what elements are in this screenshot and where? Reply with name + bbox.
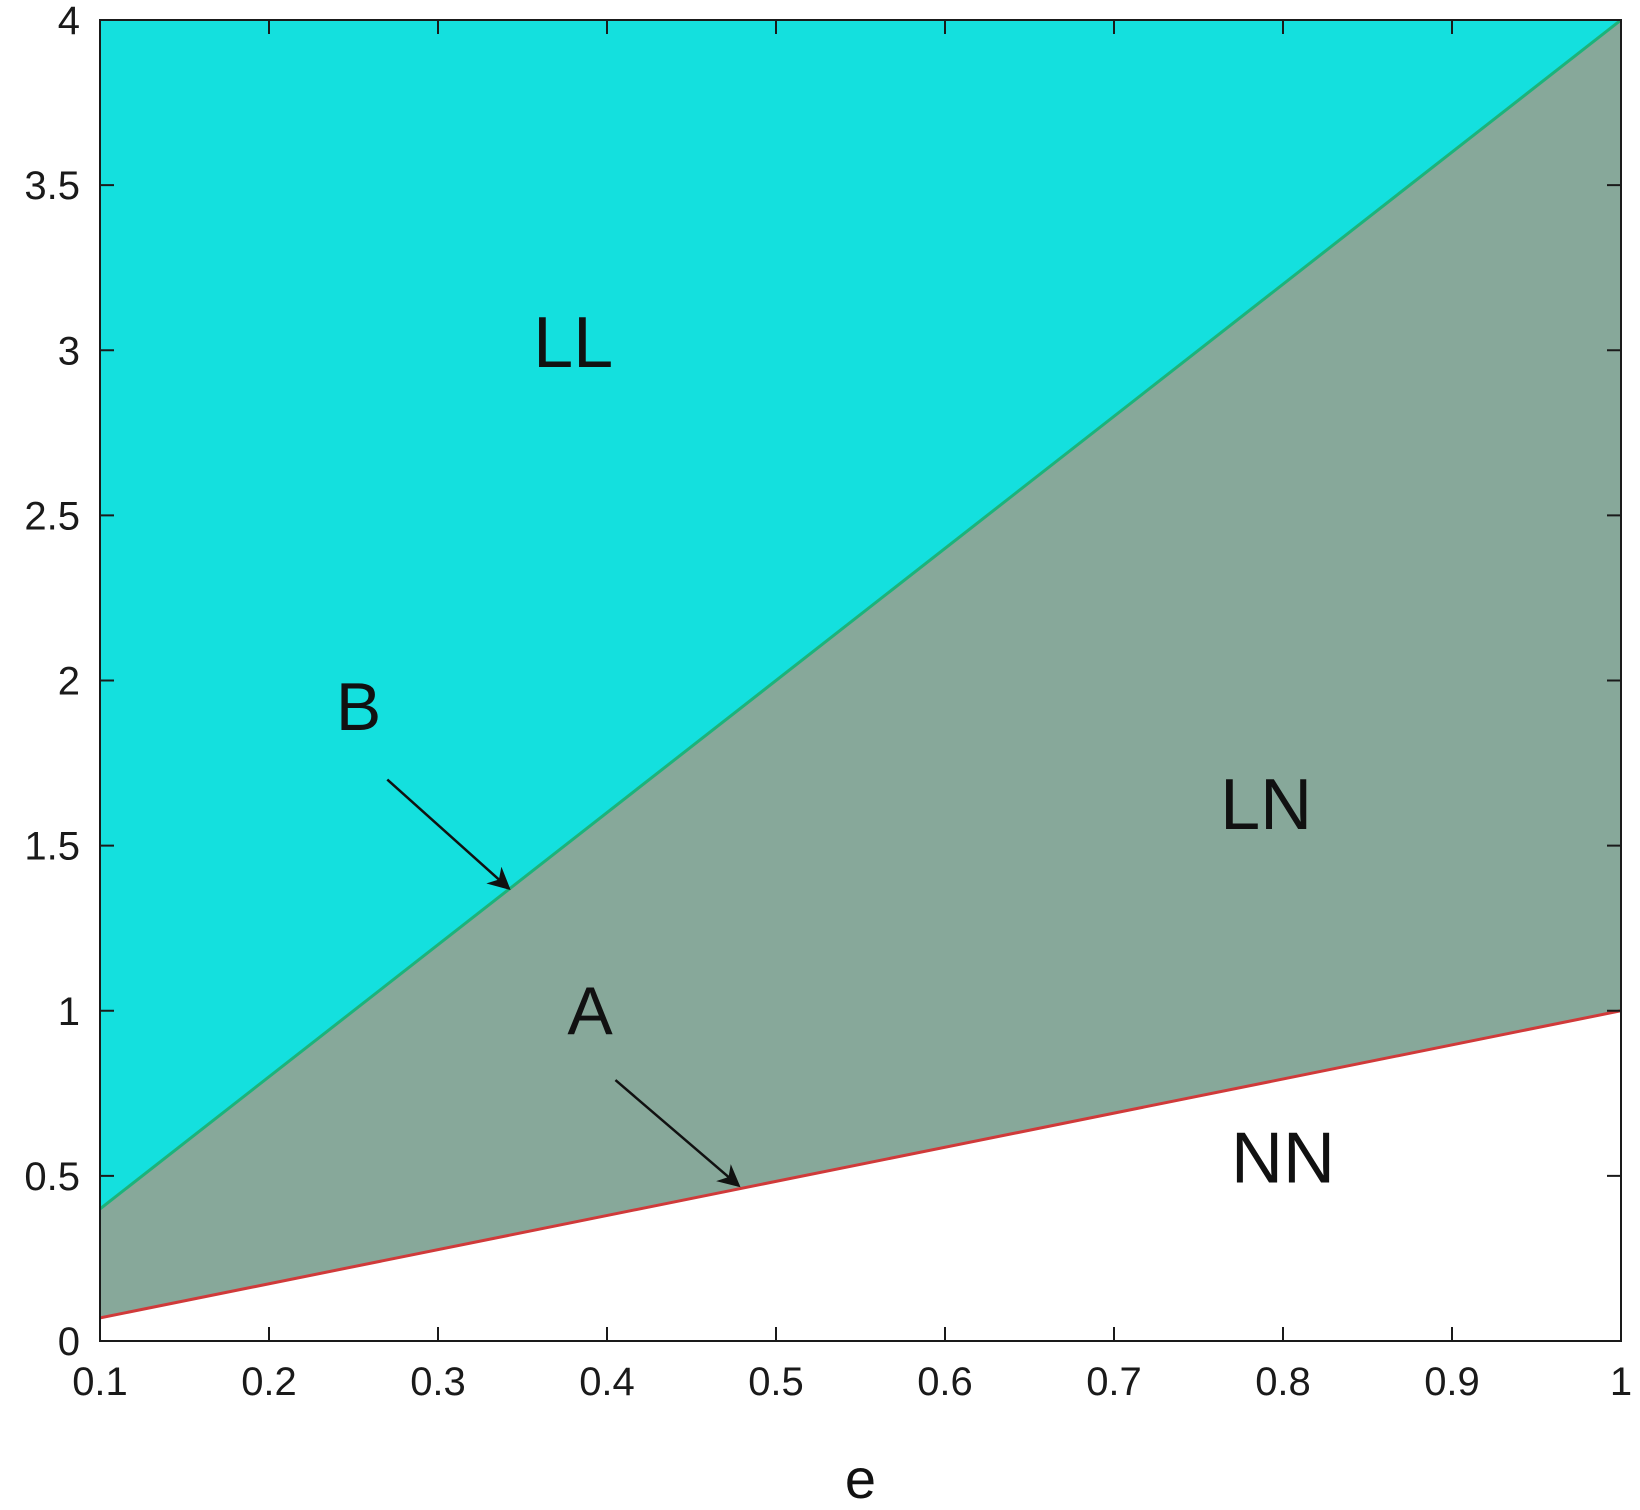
x-tick-label: 0.8: [1255, 1360, 1311, 1404]
x-tick-label: 1: [1610, 1360, 1632, 1404]
y-tick-label: 4: [58, 0, 80, 43]
annotation-arrow-b: [386, 778, 511, 891]
x-tick-label: 0.3: [410, 1360, 466, 1404]
x-axis-title: e: [845, 1447, 876, 1510]
x-tick-label: 0.1: [72, 1360, 128, 1404]
x-tick-label: 0.6: [917, 1360, 973, 1404]
region-label-ln: LN: [1220, 765, 1312, 845]
y-tick-label: 1.5: [24, 825, 80, 869]
region-label-ll: LL: [533, 303, 613, 383]
boundary-curve-a: [100, 1009, 1621, 1320]
x-tick-label: 0.2: [241, 1360, 297, 1404]
y-tick-label: 3: [58, 329, 80, 373]
y-tick-label: 0: [58, 1320, 80, 1364]
region-ln: [100, 20, 1621, 1318]
y-tick-label: 0.5: [24, 1155, 80, 1199]
x-tick-label: 0.9: [1424, 1360, 1480, 1404]
region-label-nn: NN: [1231, 1118, 1335, 1198]
x-tick-label: 0.5: [748, 1360, 804, 1404]
y-tick-label: 3.5: [24, 164, 80, 208]
y-tick-label: 1: [58, 990, 80, 1034]
boundary-curve-b: [100, 20, 1621, 1211]
annotation-label-a: A: [567, 973, 613, 1049]
y-tick-label: 2: [58, 660, 80, 704]
y-tick-label: 2.5: [24, 494, 80, 538]
annotation-label-b: B: [336, 669, 381, 745]
x-tick-label: 0.7: [1086, 1360, 1142, 1404]
annotation-arrow-a: [614, 1079, 741, 1188]
x-tick-label: 0.4: [579, 1360, 635, 1404]
region-nn: [100, 1010, 1621, 1341]
